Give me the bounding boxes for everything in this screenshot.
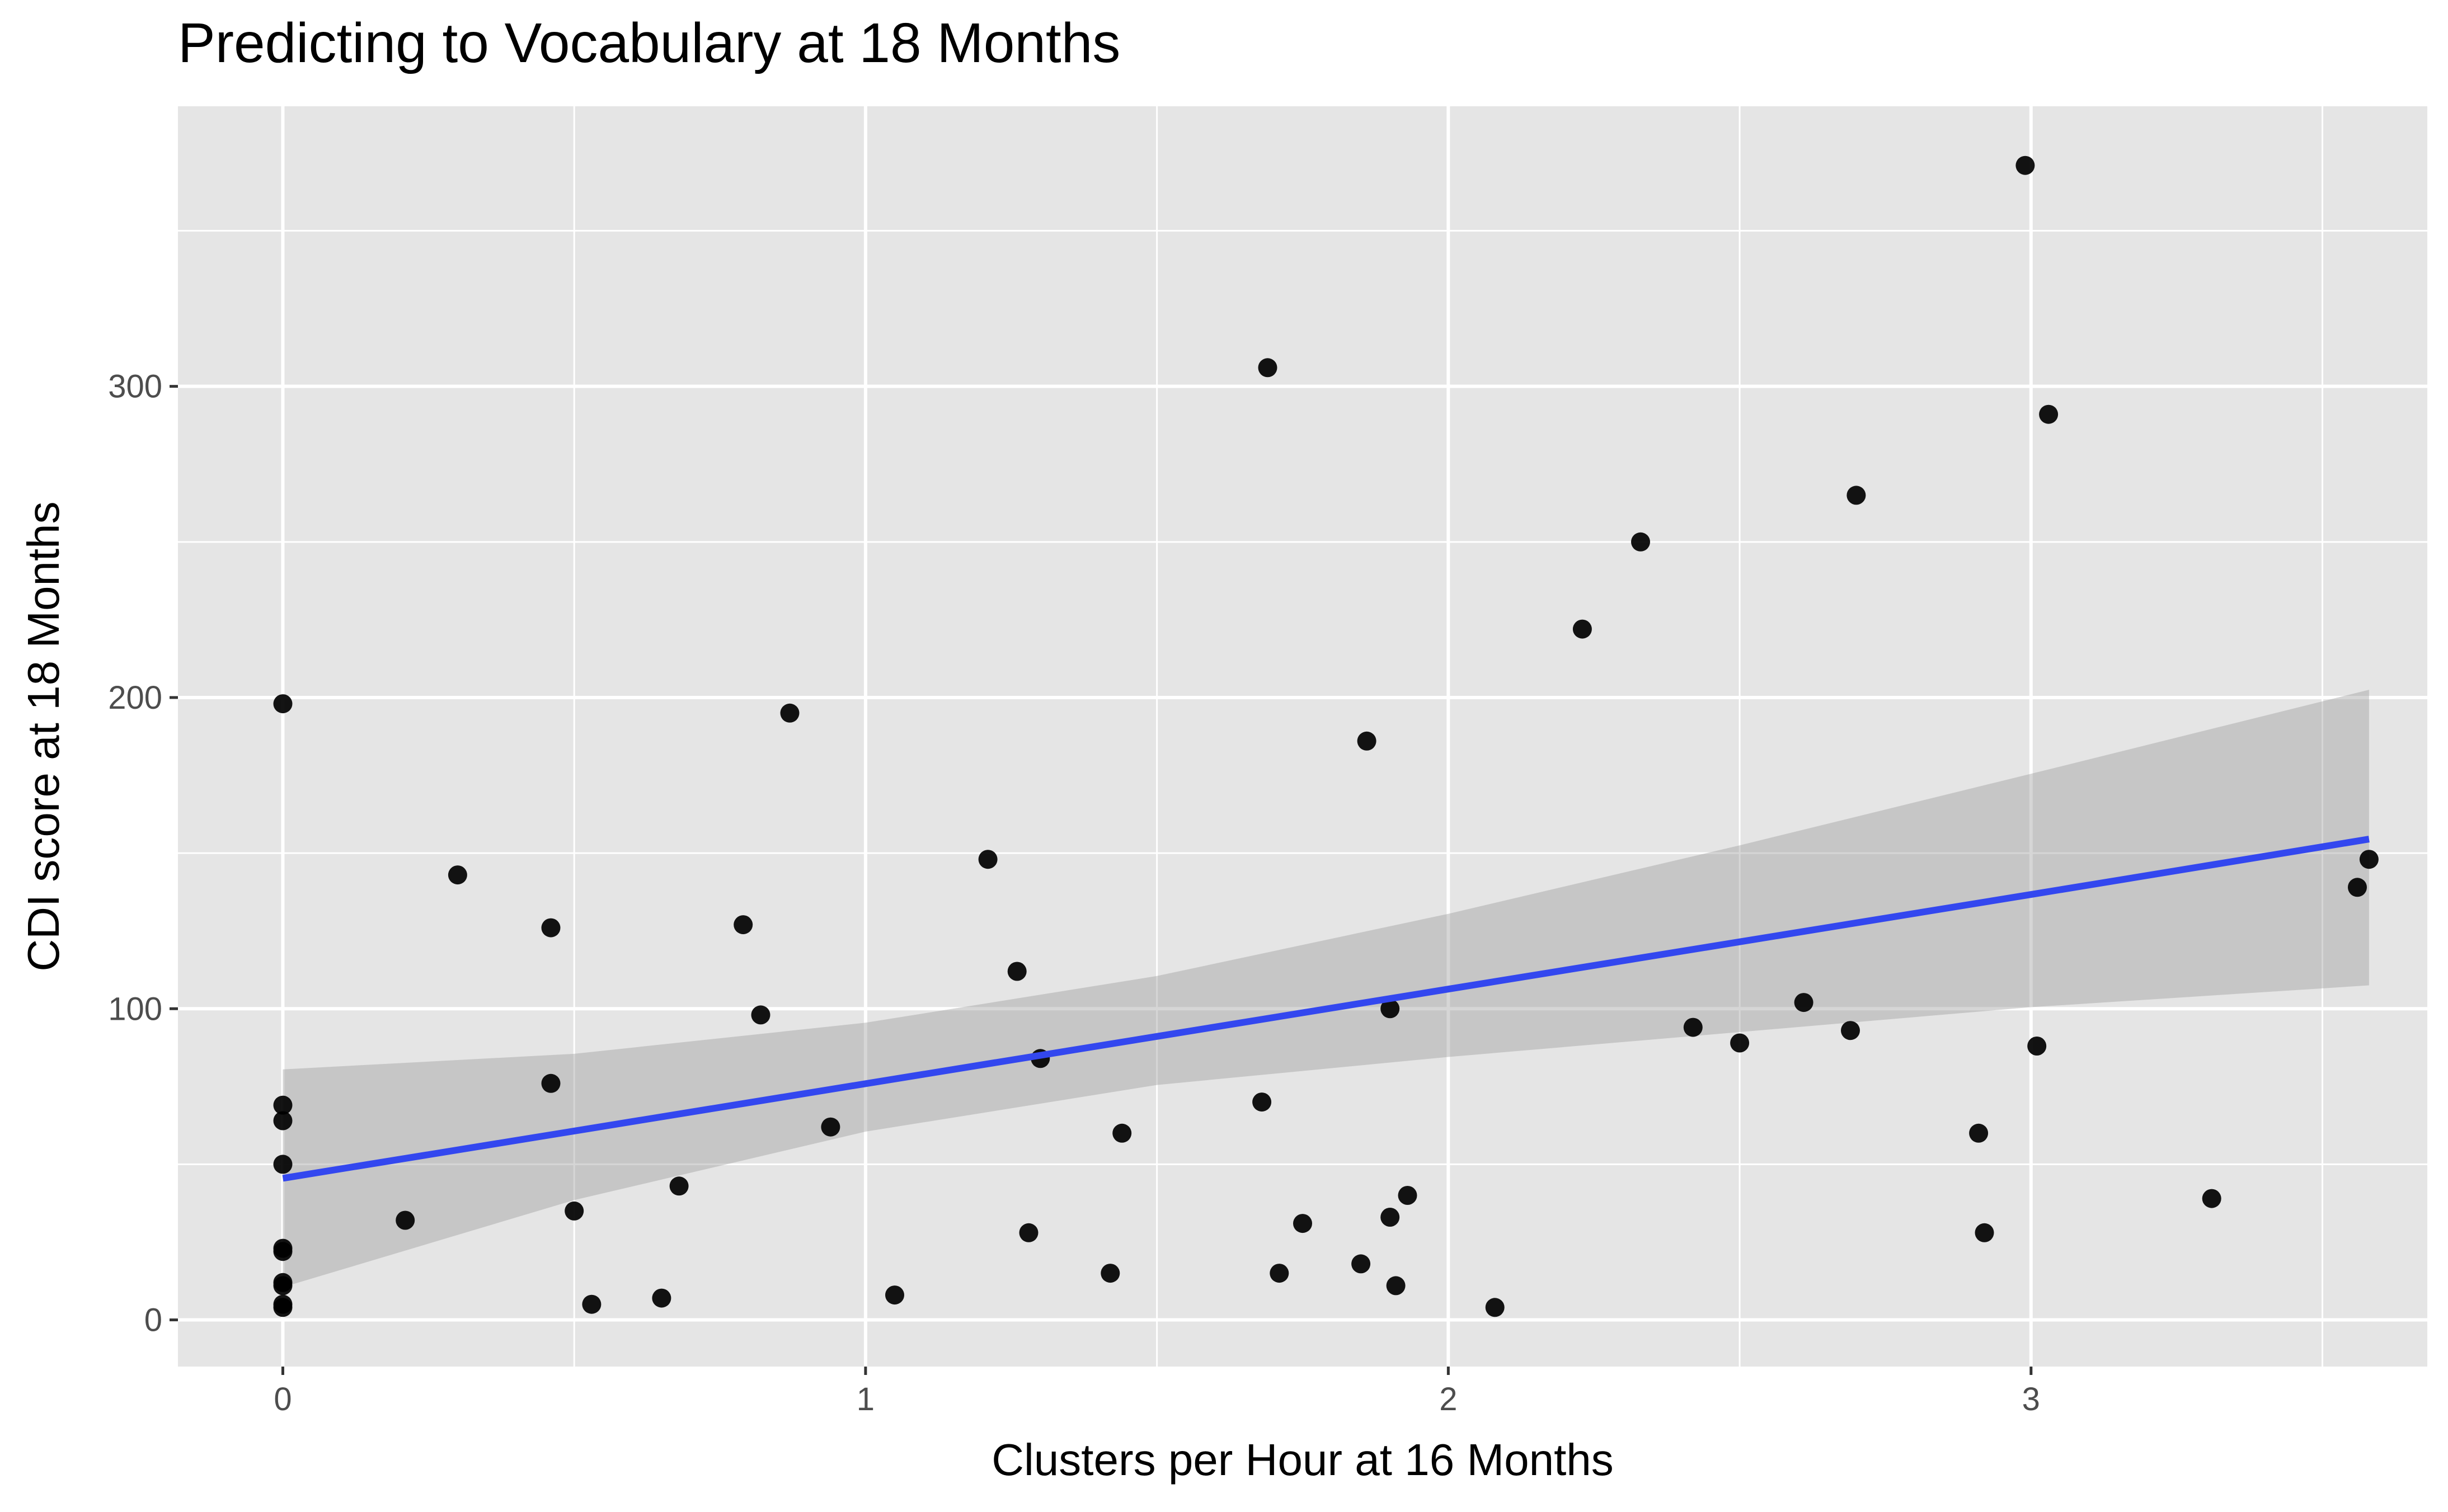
confidence-ribbon [283, 690, 2369, 1288]
data-point [2015, 156, 2035, 175]
data-point [780, 703, 800, 723]
x-axis-title: Clusters per Hour at 16 Months [992, 1435, 1614, 1485]
data-point [1357, 731, 1376, 751]
data-point [669, 1176, 689, 1196]
data-point [734, 915, 753, 935]
data-point [1794, 993, 1813, 1012]
data-point [2348, 878, 2367, 897]
data-point [1101, 1264, 1120, 1283]
data-point [273, 1298, 293, 1317]
data-point [1019, 1223, 1039, 1242]
x-tick-label: 1 [857, 1381, 875, 1417]
plot-panel [178, 106, 2427, 1367]
data-point [1270, 1264, 1289, 1283]
data-point [2039, 404, 2059, 424]
data-point [448, 865, 467, 885]
x-tick-label: 0 [274, 1381, 292, 1417]
data-point [1631, 532, 1650, 552]
data-point [885, 1285, 904, 1305]
data-point [1252, 1092, 1272, 1112]
y-tick-label: 100 [108, 991, 162, 1027]
y-tick-label: 300 [108, 369, 162, 405]
data-point [1841, 1021, 1860, 1040]
data-point [1258, 358, 1277, 378]
x-tick-label: 2 [1439, 1381, 1457, 1417]
data-point [1683, 1018, 1703, 1037]
data-point [1351, 1254, 1371, 1274]
data-point [273, 694, 293, 714]
data-point [1572, 619, 1592, 639]
data-point [821, 1117, 840, 1137]
data-point [2027, 1037, 2047, 1056]
data-point [273, 1276, 293, 1296]
data-point [1293, 1214, 1312, 1233]
data-point [541, 918, 561, 938]
data-point [396, 1210, 415, 1230]
y-tick-label: 0 [144, 1302, 162, 1339]
x-tick-label: 3 [2022, 1381, 2040, 1417]
data-point [273, 1111, 293, 1131]
data-point [273, 1242, 293, 1261]
data-point [1007, 962, 1027, 981]
data-point [751, 1005, 770, 1025]
data-point [1975, 1223, 1994, 1242]
data-point [1485, 1298, 1505, 1317]
data-point [1112, 1123, 1132, 1143]
data-point [2359, 850, 2379, 869]
data-point [1398, 1186, 1417, 1205]
data-point [652, 1288, 671, 1308]
data-point [1380, 999, 1400, 1019]
chart-title: Predicting to Vocabulary at 18 Months [178, 12, 1121, 74]
data-point [273, 1155, 293, 1174]
data-point [978, 850, 998, 869]
data-point [2202, 1189, 2221, 1208]
data-point [582, 1294, 602, 1314]
data-point [1969, 1123, 1989, 1143]
data-point [541, 1073, 561, 1093]
data-point [1386, 1276, 1406, 1296]
data-point [1846, 486, 1866, 505]
data-point [565, 1201, 584, 1221]
data-point [273, 1095, 293, 1115]
y-axis-title: CDI score at 18 Months [18, 501, 68, 971]
fit-line [282, 836, 2370, 1182]
y-tick-label: 200 [108, 680, 162, 716]
data-point [1380, 1208, 1400, 1227]
data-point [1730, 1033, 1750, 1053]
